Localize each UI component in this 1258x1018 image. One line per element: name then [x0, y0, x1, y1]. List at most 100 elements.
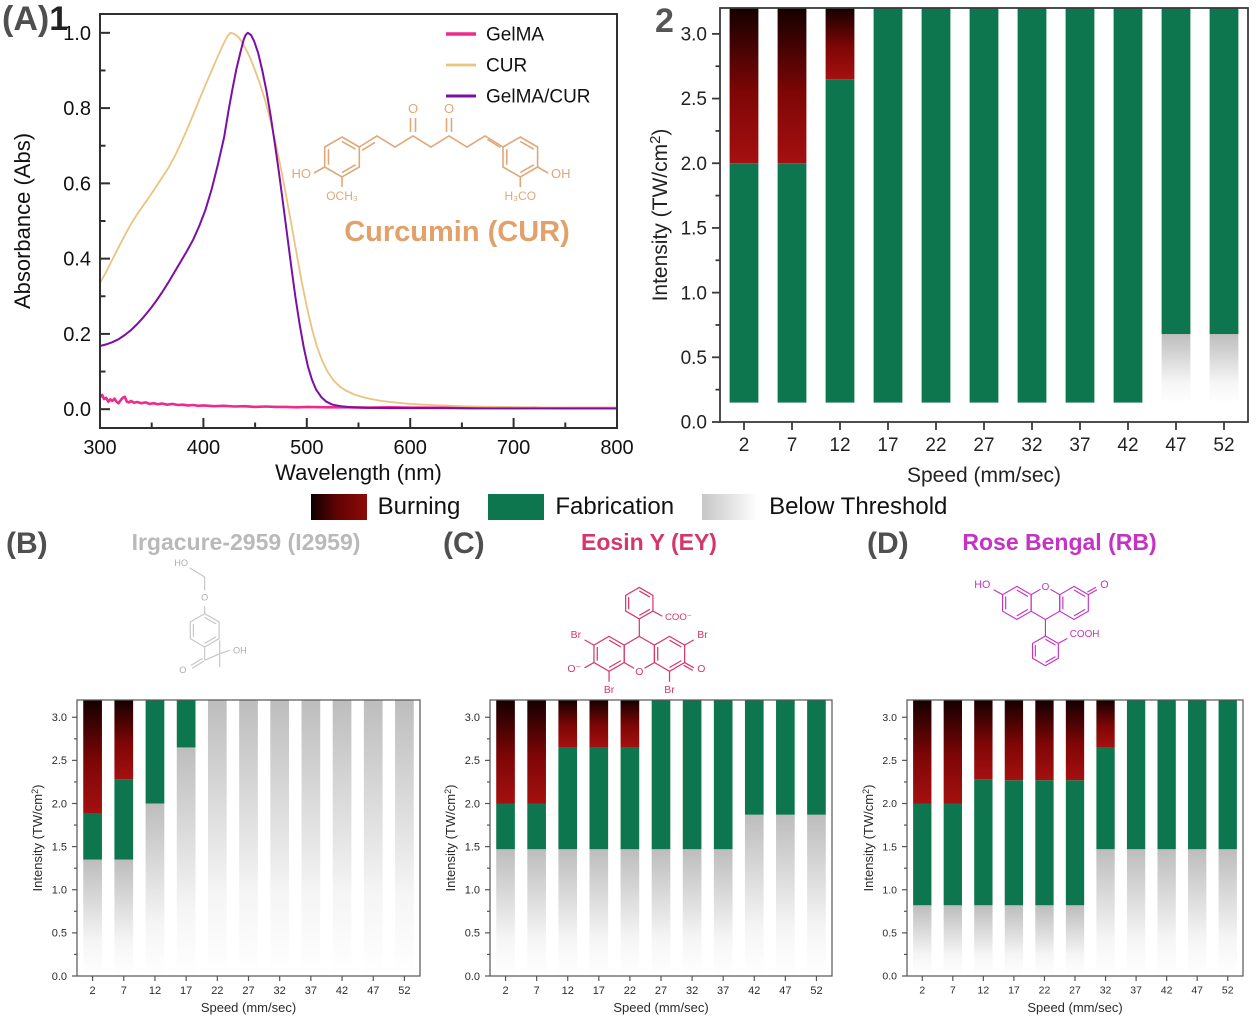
y-tick-label: 0.0	[681, 413, 707, 434]
benzene-ring-left	[323, 136, 361, 178]
x-axis-label: Speed (mm/sec)	[613, 1000, 708, 1015]
panel-a2-label: 2	[655, 2, 674, 40]
bar-fabrication	[1209, 8, 1239, 335]
atom-label-o-keto: O	[697, 664, 705, 675]
atom-label-br-bl: Br	[604, 685, 615, 696]
panel-b-title: Irgacure-2959 (I2959)	[131, 529, 361, 555]
rose-bengal-structure: O HO O COOH	[974, 579, 1109, 667]
bar-below-threshold	[207, 700, 227, 976]
atom-label-o-xanthene: O	[635, 667, 643, 678]
x-axis-label: Speed (mm/sec)	[201, 1000, 296, 1015]
bar-burning	[777, 8, 807, 164]
y-axis-label: Intensity (TW/cm2)	[30, 785, 45, 892]
panel-d: (D) Rose Bengal (RB) O HO O COOH	[861, 525, 1258, 1018]
cur-bar-chart: 0.00.51.01.52.02.53.02 7 12 17 22 27 32 37 42 47 5…	[647, 7, 1249, 487]
y-tick-label: 2.0	[52, 798, 67, 810]
x-tick-label: 17	[877, 435, 898, 456]
x-tick-label: 47	[779, 985, 791, 997]
atom-label-och3: OCH₃	[326, 189, 358, 203]
bar-below-threshold	[913, 905, 932, 976]
bar-fabrication	[620, 747, 640, 850]
bar-fabrication	[1157, 700, 1176, 850]
bar-below-threshold	[1161, 334, 1191, 403]
bar-fabrication	[807, 700, 826, 815]
bar-below-threshold	[114, 859, 134, 976]
x-tick-label: 52	[810, 985, 822, 997]
x-tick-label: 22	[624, 985, 636, 997]
bar-fabrication	[713, 700, 733, 850]
x-tick-label: 12	[149, 985, 161, 997]
xanthene-ring-right	[1059, 585, 1089, 621]
bar-fabrication	[1065, 8, 1095, 403]
atom-label-ho: HO	[974, 579, 990, 591]
burning-swatch-icon	[310, 494, 367, 520]
benzene-ring-right	[502, 136, 539, 178]
bar-below-threshold	[682, 849, 702, 976]
bar-fabrication	[496, 803, 515, 850]
atom-label-o1: O	[408, 101, 418, 116]
bar-fabrication	[777, 163, 807, 403]
x-tick-label: 42	[1117, 435, 1138, 456]
bar-burning	[974, 700, 993, 780]
bar-burning	[114, 700, 134, 780]
bar-fabrication	[651, 700, 671, 850]
panel-d-label: (D)	[867, 527, 909, 560]
y-axis-label: Intensity (TW/cm2)	[443, 785, 458, 892]
x-tick-label: 47	[1191, 985, 1203, 997]
bar-fabrication	[1188, 700, 1207, 850]
bar-fabrication	[83, 813, 102, 860]
i2959-structure: HO O O OH	[174, 558, 246, 675]
benzene-ring	[189, 612, 220, 648]
x-axis-label: Speed (mm/sec)	[1027, 1000, 1122, 1015]
x-tick-label: 7	[534, 985, 540, 997]
panel-a1: (A)1 300 400 500 600 700 800 0.0 0.2 0.4 0.6 0.8 1.…	[0, 0, 645, 492]
bar-below-threshold	[620, 849, 640, 976]
y-tick-label: 3.0	[52, 712, 67, 724]
bar-below-threshold	[239, 700, 258, 976]
x-tick-label: 37	[1069, 435, 1090, 456]
y-tick-label: 1.5	[52, 841, 67, 853]
bar-fabrication	[145, 700, 165, 804]
bar-below-threshold	[83, 859, 102, 976]
bar-fabrication	[527, 803, 546, 850]
y-tick-label: 3.0	[681, 25, 707, 46]
pendant-phenyl-ring	[1031, 635, 1059, 667]
bar-burning	[943, 700, 962, 804]
bar-burning	[913, 700, 932, 804]
bar-fabrication	[1065, 780, 1085, 906]
atom-label-o-keto: O	[1100, 579, 1108, 591]
y-tick-label: 0.5	[52, 928, 67, 940]
y-tick-label: 0.0	[882, 971, 897, 983]
panel-b-label: (B)	[6, 527, 48, 560]
x-tick-label: 52	[1222, 985, 1234, 997]
bar-burning	[729, 8, 759, 164]
atom-label-o-minus: O⁻	[567, 664, 581, 675]
y-tick-label: 1.5	[465, 841, 480, 853]
bar-below-threshold	[974, 905, 993, 976]
rb-bar-chart: 0.00.51.01.52.02.53.02 7 12 17 22 27 32 37 42 47 5…	[861, 699, 1244, 1015]
bar-fabrication	[1218, 700, 1237, 850]
y-tick-label: 1.0	[681, 283, 707, 304]
bar-fabrication	[114, 779, 134, 860]
x-tick-label: 52	[398, 985, 410, 997]
legend-label: CUR	[486, 56, 527, 77]
xanthene-ring-left	[1001, 585, 1032, 621]
bar-fabrication	[589, 747, 609, 850]
pendant-phenyl-ring	[625, 586, 654, 620]
bar-below-threshold	[301, 700, 321, 976]
legend-label-fabrication: Fabrication	[555, 493, 675, 520]
bar-fabrication	[913, 803, 932, 906]
bar-below-threshold	[744, 814, 764, 976]
bar-below-threshold	[496, 849, 515, 976]
bar-fabrication	[974, 779, 993, 906]
y-tick-label: 0.6	[63, 173, 91, 195]
bar-below-threshold	[651, 849, 671, 976]
panel-a1-prefix: (A)	[2, 0, 50, 38]
x-tick-label: 42	[1161, 985, 1173, 997]
bar-burning	[1004, 700, 1024, 781]
panel-c-title: Eosin Y (EY)	[581, 529, 717, 555]
bar-fabrication	[1017, 8, 1047, 403]
atom-label-ho: HO	[292, 166, 312, 181]
x-tick-label: 17	[180, 985, 192, 997]
y-tick-label: 1.5	[681, 219, 707, 240]
